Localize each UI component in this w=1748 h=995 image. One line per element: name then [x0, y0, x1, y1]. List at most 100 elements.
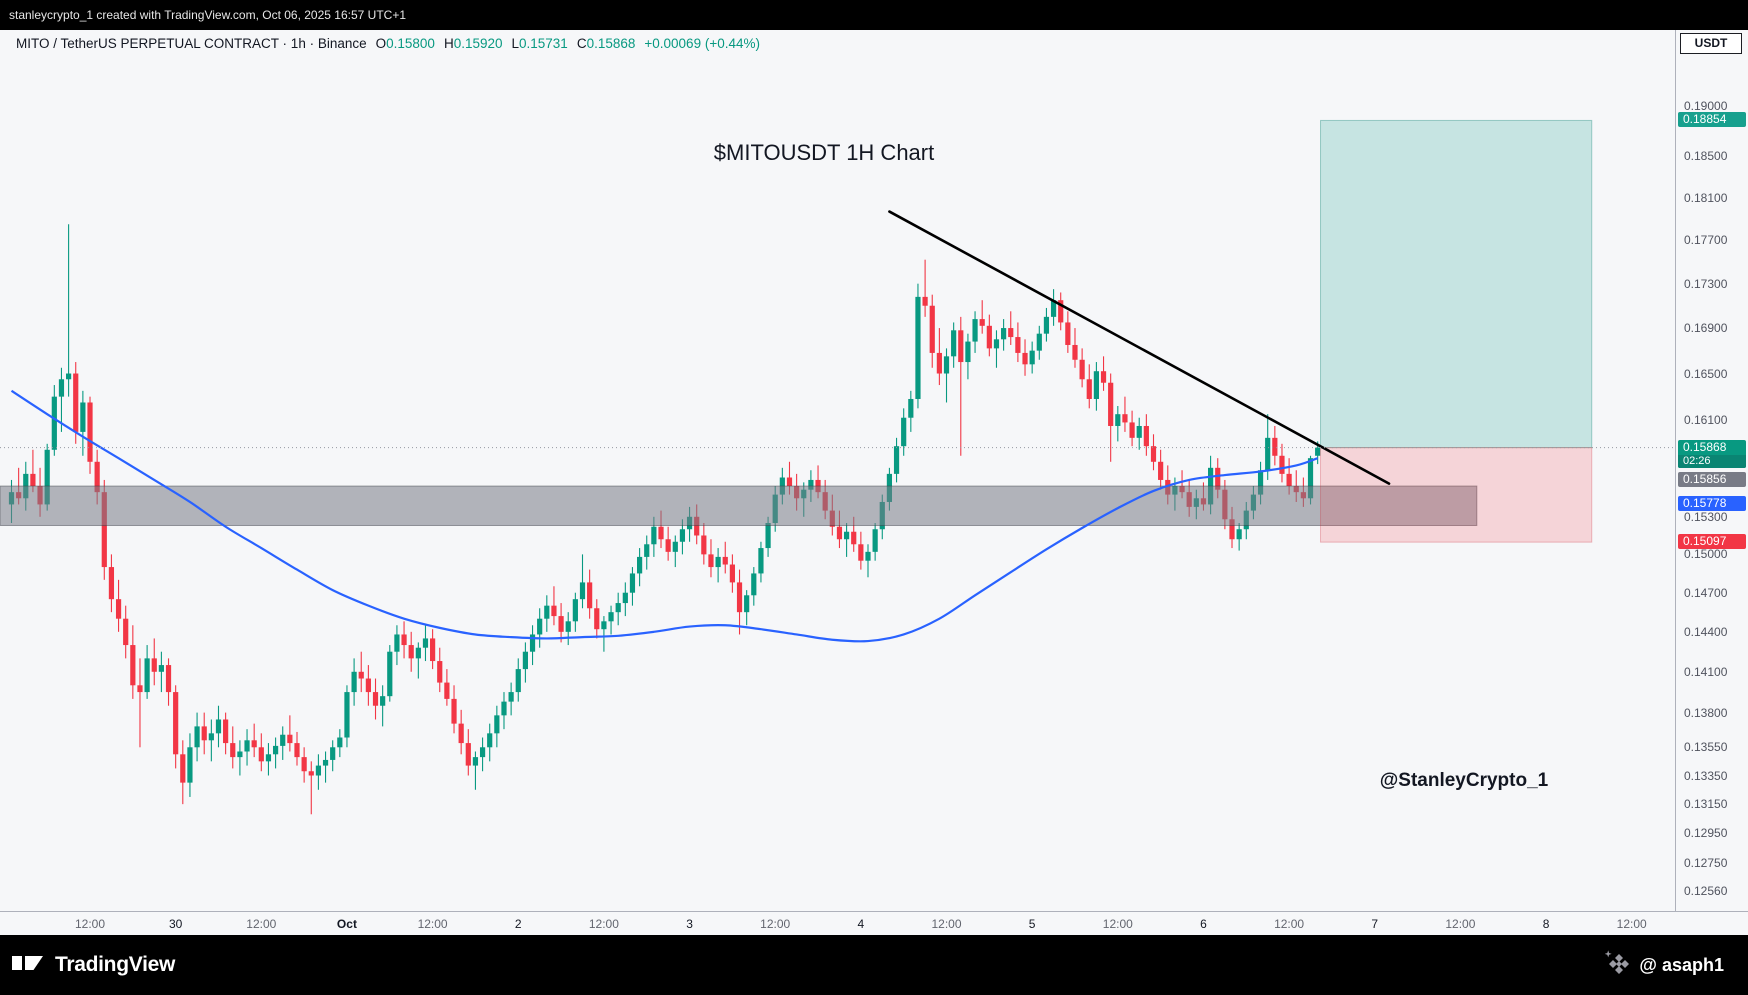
candle-body	[979, 319, 985, 326]
candle-body	[1257, 470, 1264, 495]
candle-body	[108, 567, 115, 600]
candle-body	[1215, 467, 1221, 490]
candle-body	[265, 754, 272, 762]
candle-body	[1272, 437, 1278, 456]
candle-body	[272, 745, 279, 755]
candle-body	[308, 771, 314, 776]
time-axis-label: 12:00	[1616, 917, 1647, 931]
candle-body	[180, 754, 186, 783]
ma-value-badge: 0.15778	[1678, 496, 1746, 512]
target-price-badge-value: 0.18854	[1683, 112, 1727, 127]
ohlc-close: C0.15868	[576, 36, 636, 51]
candle-body	[558, 616, 564, 632]
candle-body	[201, 726, 207, 741]
candle-body	[701, 535, 707, 555]
candle-body	[993, 339, 1000, 349]
candle-body	[294, 743, 300, 758]
candle-body	[929, 305, 935, 353]
price-axis-label: 0.16100	[1684, 413, 1728, 428]
candle-body	[237, 751, 243, 758]
candle-body	[408, 645, 414, 659]
candle-body	[315, 765, 322, 776]
candle-body	[151, 658, 157, 672]
candle-body	[1158, 461, 1164, 480]
time-axis-label: 7	[1371, 917, 1379, 931]
time-axis-label: 12:00	[760, 917, 791, 931]
currency-unit-button[interactable]: USDT	[1680, 33, 1742, 54]
candle-body	[1315, 447, 1321, 456]
candle-body	[658, 526, 664, 540]
candle-body	[679, 529, 686, 542]
candle-body	[851, 531, 857, 545]
candle-body	[251, 740, 257, 748]
candle-body	[1286, 473, 1292, 487]
time-axis-label: 12:00	[1102, 917, 1133, 931]
prev-close-badge-value: 0.15856	[1683, 472, 1727, 487]
candle-body	[115, 599, 122, 619]
candle-body	[694, 516, 700, 536]
tradingview-logo[interactable]: TradingView	[12, 950, 175, 981]
candle-body	[715, 556, 721, 568]
stop-zone-box[interactable]	[1320, 447, 1593, 543]
candle-body	[522, 651, 528, 670]
candle-body	[1086, 379, 1092, 399]
tradingview-logo-icon	[12, 950, 46, 981]
candle-body	[387, 651, 393, 697]
candle-body	[1307, 458, 1314, 499]
price-axis-label: 0.13350	[1684, 768, 1728, 783]
time-axis-label: Oct	[336, 917, 357, 931]
price-axis-label: 0.13550	[1684, 740, 1728, 755]
candle-body	[601, 621, 607, 630]
candle-body	[137, 685, 143, 693]
time-axis-label: 30	[168, 917, 183, 931]
candle-body	[258, 747, 264, 762]
candle-body	[223, 719, 229, 744]
candle-body	[123, 618, 129, 646]
binance-icon	[1605, 949, 1631, 981]
candle-body	[66, 373, 72, 380]
candle-body	[1079, 359, 1085, 380]
support-zone-rectangle[interactable]	[0, 485, 1478, 526]
chart-canvas[interactable]	[0, 0, 1675, 935]
attribution-bar: stanleycrypto_1 created with TradingView…	[0, 0, 1748, 30]
descending-trendline[interactable]	[888, 210, 1391, 485]
time-axis-label: 2	[514, 917, 522, 931]
candle-body	[1143, 425, 1149, 447]
candle-body	[958, 330, 964, 363]
candle-body	[194, 726, 200, 748]
candle-body	[572, 599, 578, 622]
price-axis-label: 0.18500	[1684, 149, 1728, 164]
candle-body	[651, 526, 657, 545]
candle-body	[1122, 414, 1128, 423]
symbol-legend: MITO / TetherUS PERPETUAL CONTRACT · 1h …	[16, 36, 760, 51]
candle-body	[437, 661, 443, 683]
price-axis-label: 0.17700	[1684, 233, 1728, 248]
candle-body	[1058, 300, 1064, 323]
candle-body	[1072, 344, 1078, 360]
ohlc-low: L0.15731	[511, 36, 568, 51]
candle-body	[430, 638, 436, 662]
author-handle: @ asaph1	[1605, 949, 1724, 981]
author-watermark[interactable]: @StanleyCrypto_1	[1379, 770, 1549, 791]
candle-body	[401, 634, 407, 646]
candle-body	[30, 473, 36, 487]
symbol-title[interactable]: MITO / TetherUS PERPETUAL CONTRACT · 1h …	[16, 36, 367, 51]
candle-body	[208, 733, 214, 741]
chart-title-annotation[interactable]: $MITOUSDT 1H Chart	[713, 140, 935, 165]
price-axis[interactable]: USDT 0.19000 0.18500 0.18100 0.17700 0.17300…	[1675, 30, 1748, 935]
candle-body	[1093, 371, 1099, 399]
price-axis-label: 0.16900	[1684, 321, 1728, 336]
target-zone-box[interactable]	[1320, 119, 1593, 449]
candle-body	[1279, 455, 1285, 474]
candle-body	[130, 645, 136, 686]
footer-bar: TradingView @ asaph1	[0, 935, 1748, 995]
candle-body	[173, 692, 179, 755]
time-axis-label: 5	[1028, 917, 1036, 931]
time-axis[interactable]: 12:00 30 12:00 Oct 12:00 2 12:00 3 12:00 4 12:00 5 1…	[0, 911, 1748, 935]
candle-body	[365, 678, 371, 693]
candle-body	[444, 682, 450, 699]
price-axis-label: 0.13800	[1684, 705, 1728, 720]
candle-body	[479, 747, 486, 758]
moving-average-line	[10, 389, 1319, 643]
candle-body	[943, 356, 950, 374]
